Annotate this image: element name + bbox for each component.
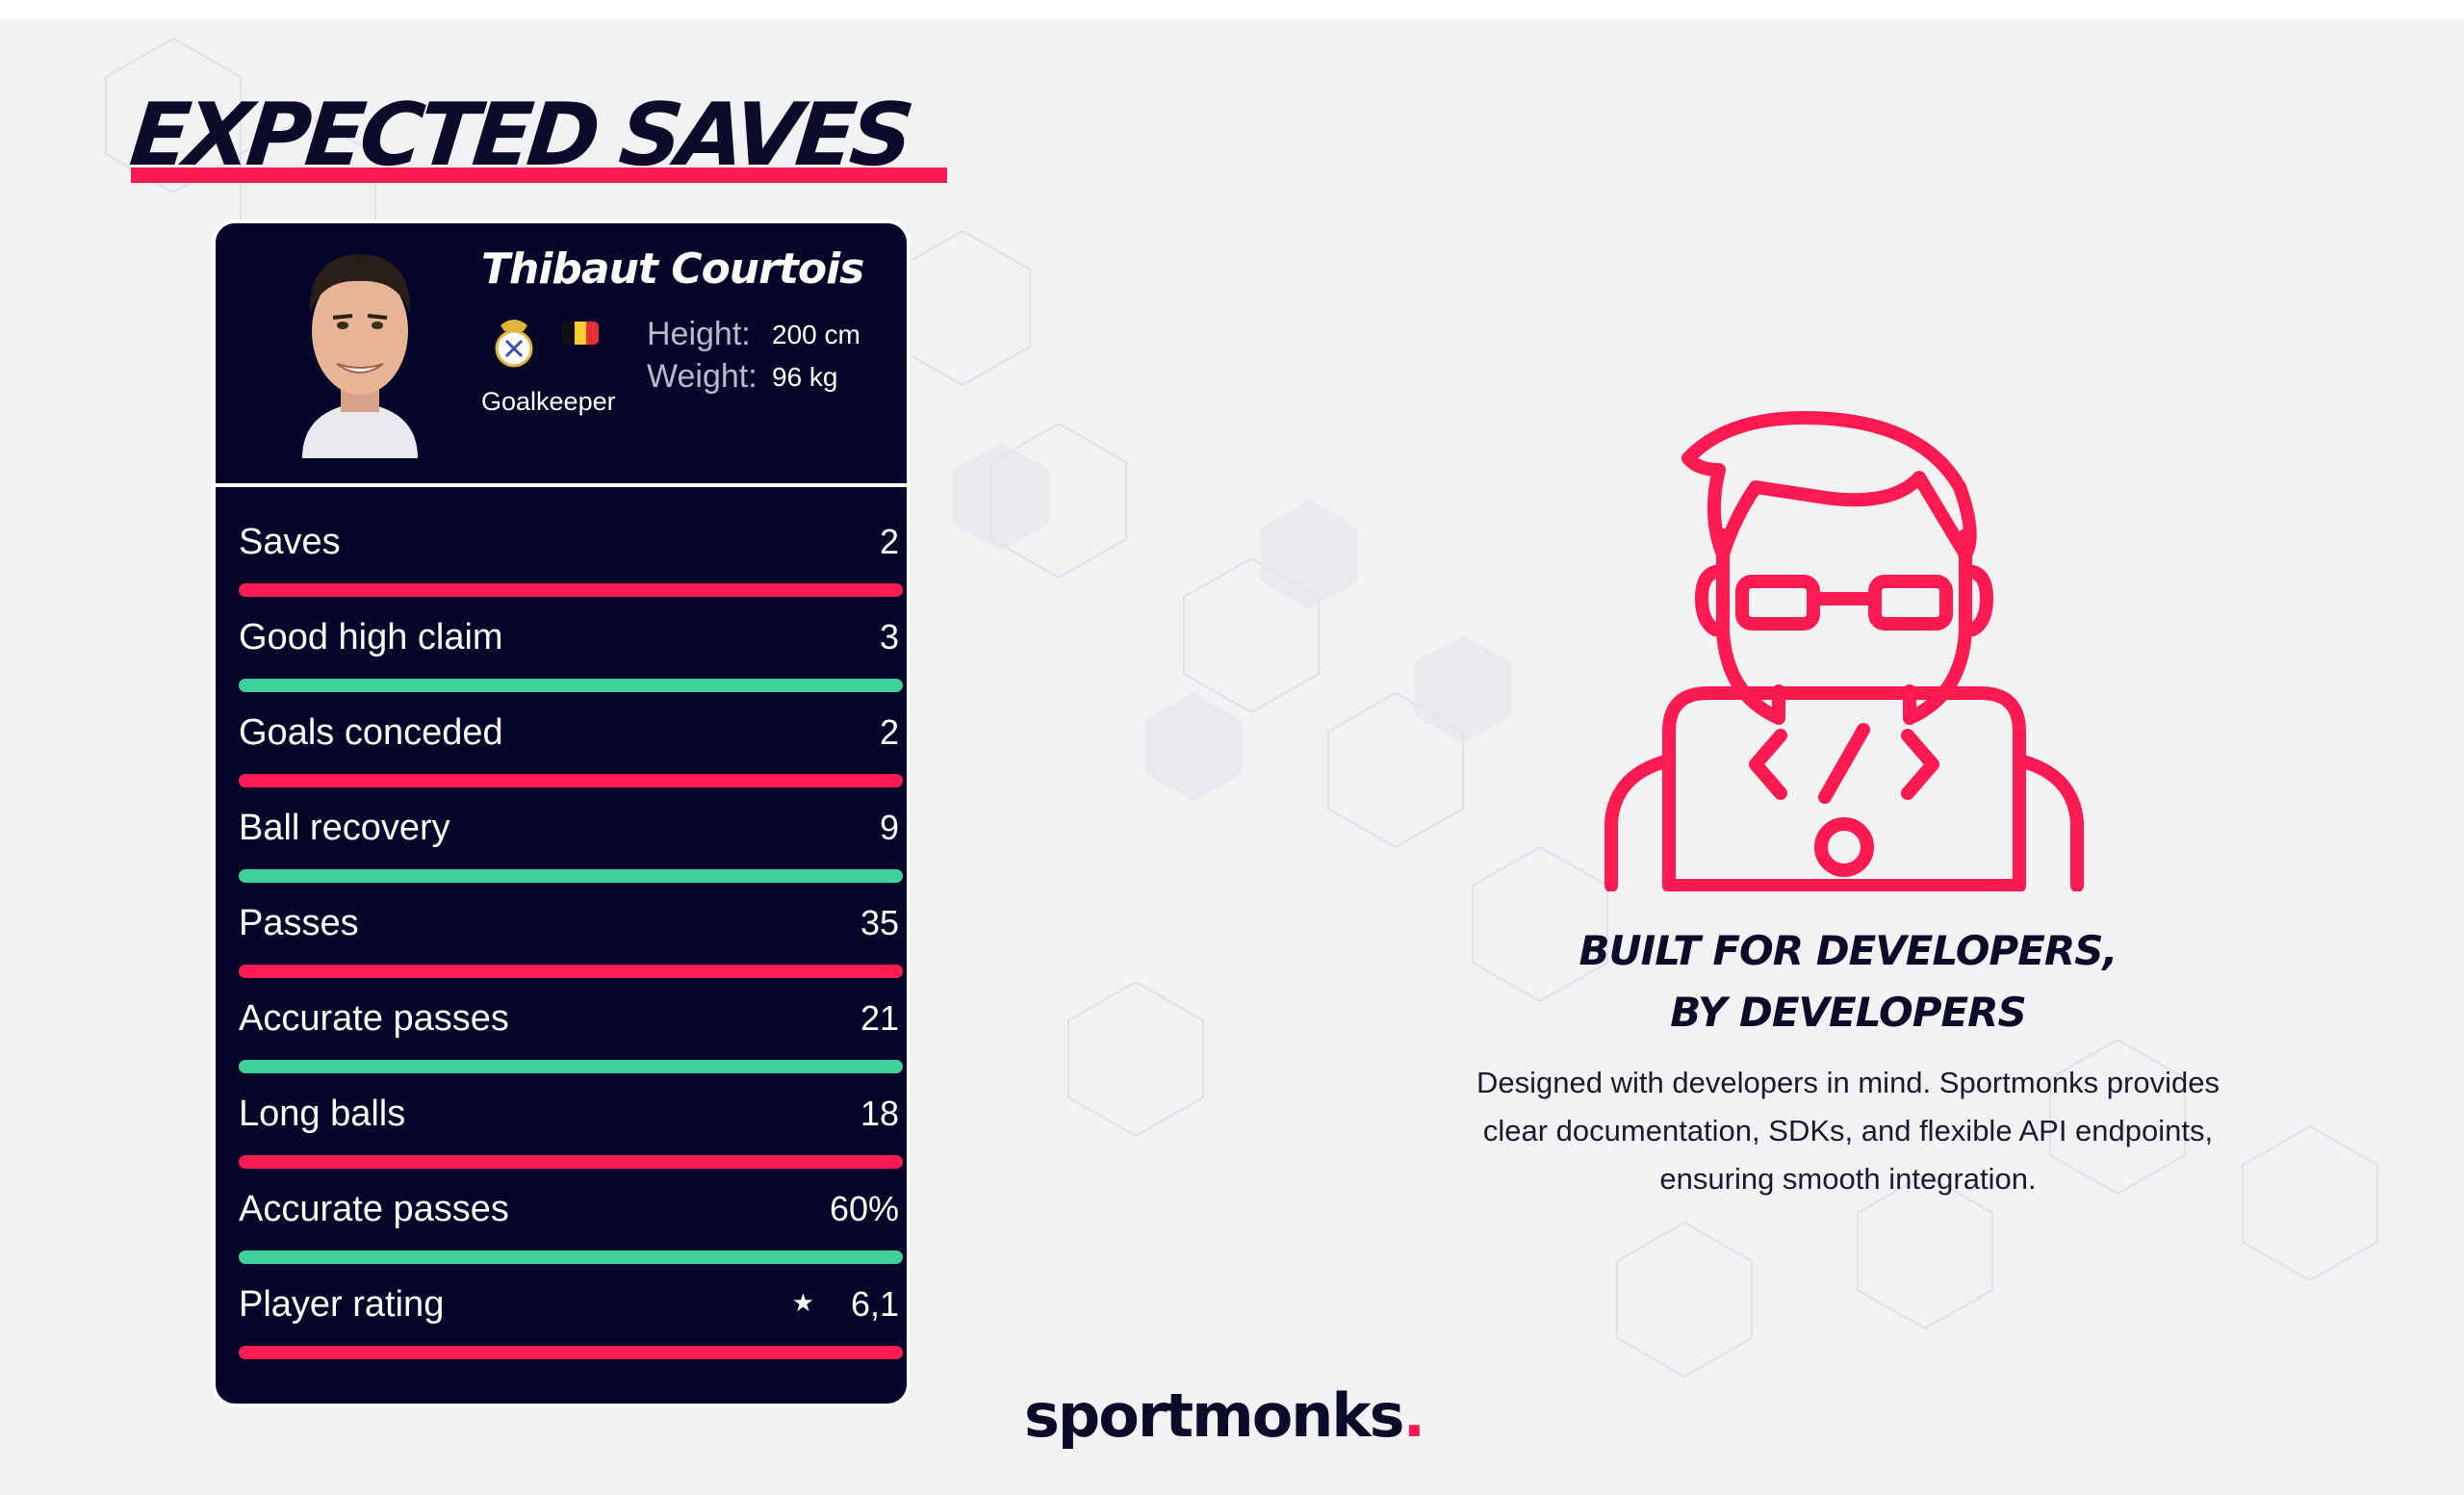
stat-label: Accurate passes	[239, 998, 509, 1039]
player-name: Thibaut Courtois	[481, 245, 864, 294]
stat-row-ball-recovery: Ball recovery 9	[239, 808, 903, 887]
developers-text-line-2: clear documentation, SDKs, and flexible …	[1482, 1114, 2214, 1147]
developers-text-line-1: Designed with developers in mind. Sportm…	[1476, 1066, 2220, 1099]
height-label: Height:	[647, 316, 751, 352]
developer-icon	[1604, 411, 2084, 891]
stat-row-goals-conceded: Goals conceded 2	[239, 712, 903, 791]
stat-bar	[239, 1155, 903, 1169]
stat-label: Player rating	[239, 1284, 445, 1325]
stat-value: 60%	[829, 1189, 899, 1228]
stat-row-good-high-claim: Good high claim 3	[239, 617, 903, 696]
stat-label: Long balls	[239, 1094, 406, 1134]
stat-row-passes: Passes 35	[239, 903, 903, 982]
weight-value: 96 kg	[772, 362, 838, 392]
title-underline	[131, 168, 947, 183]
developers-heading-line-1: BUILT FOR DEVELOPERS,	[1578, 927, 2118, 974]
stat-value: 3	[879, 617, 899, 657]
hexagon-background	[105, 37, 2378, 1379]
top-strip	[0, 0, 2464, 19]
stat-value: 2	[879, 522, 899, 561]
stat-bar	[239, 774, 903, 787]
developers-description: Designed with developers in mind. Sportm…	[1386, 1059, 2310, 1203]
stat-value: 21	[860, 998, 899, 1038]
player-stats-card: Thibaut Courtois Goalkeeper Height: 200 …	[212, 219, 911, 1407]
stat-value: 9	[879, 808, 899, 847]
star-icon: ★	[791, 1288, 814, 1317]
stat-row-accurate-passes-percent: Accurate passes 60%	[239, 1189, 903, 1268]
logo-text: sportmonks	[1024, 1380, 1405, 1451]
page-title: EXPECTED SAVES	[125, 85, 914, 186]
stat-label: Passes	[239, 903, 359, 943]
sportmonks-logo: sportmonks.	[1024, 1386, 1425, 1446]
stat-row-accurate-passes: Accurate passes 21	[239, 998, 903, 1077]
stat-label: Good high claim	[239, 617, 503, 657]
title-block: EXPECTED SAVES	[126, 85, 947, 186]
stat-value: 2	[879, 712, 899, 752]
real-madrid-crest-icon	[495, 320, 533, 368]
player-header: Thibaut Courtois Goalkeeper Height: 200 …	[216, 223, 907, 487]
stat-bar	[239, 965, 903, 978]
stat-label: Goals conceded	[239, 712, 503, 753]
developers-text-line-3: ensuring smooth integration.	[1659, 1162, 2037, 1196]
stat-bar	[239, 1250, 903, 1264]
stat-label: Saves	[239, 522, 341, 562]
stat-row-saves: Saves 2	[239, 522, 903, 601]
stat-bar	[239, 583, 903, 597]
weight-label: Weight:	[647, 358, 757, 395]
belgium-flag-icon	[562, 322, 599, 345]
stat-label: Ball recovery	[239, 808, 450, 848]
stat-bar	[239, 679, 903, 692]
stat-bar	[239, 1346, 903, 1359]
player-avatar	[302, 254, 418, 458]
stat-row-long-balls: Long balls 18	[239, 1094, 903, 1173]
stat-value: 35	[860, 903, 899, 942]
developers-heading-line-2: BY DEVELOPERS	[1670, 989, 2027, 1036]
player-position: Goalkeeper	[481, 387, 616, 416]
logo-dot: .	[1402, 1380, 1426, 1451]
stat-row-player-rating: Player rating ★ 6,1	[239, 1284, 903, 1363]
stat-bar	[239, 869, 903, 883]
stat-label: Accurate passes	[239, 1189, 509, 1229]
developers-heading: BUILT FOR DEVELOPERS, BY DEVELOPERS	[1424, 920, 2272, 1044]
stat-bar	[239, 1060, 903, 1073]
stat-value: 18	[860, 1094, 899, 1133]
stat-value: 6,1	[850, 1284, 899, 1324]
height-value: 200 cm	[772, 320, 860, 349]
